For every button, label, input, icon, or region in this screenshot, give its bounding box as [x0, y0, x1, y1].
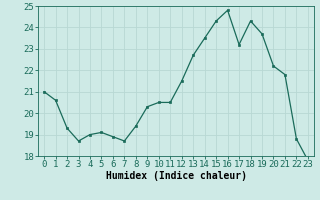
X-axis label: Humidex (Indice chaleur): Humidex (Indice chaleur) [106, 171, 246, 181]
